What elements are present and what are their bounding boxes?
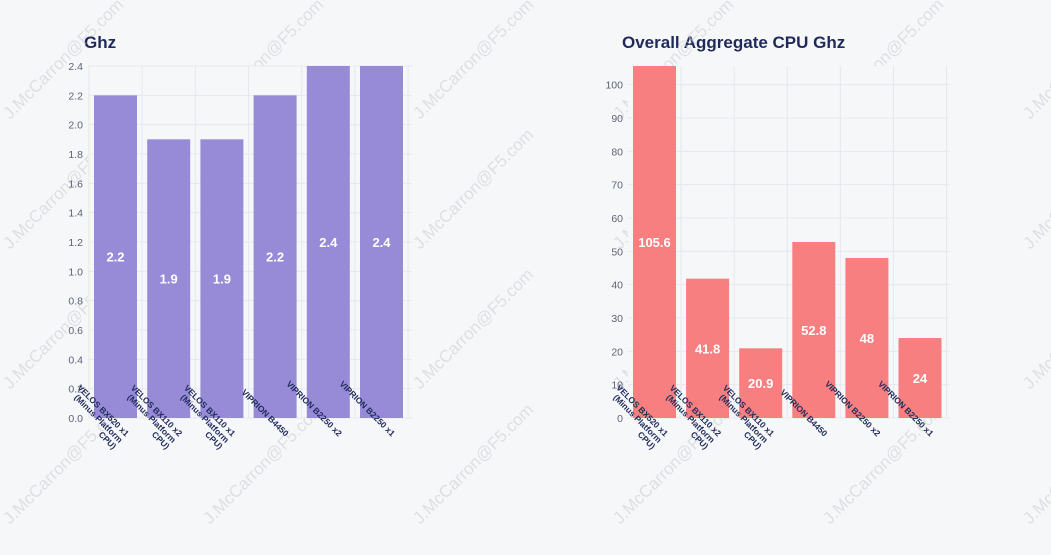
y-tick-label: 50	[611, 246, 623, 258]
y-tick-label: 1.0	[68, 266, 83, 278]
watermark-text: J.McCarron@F5.com	[609, 400, 737, 528]
bar	[253, 95, 297, 418]
bar-value-label: 48	[860, 331, 874, 346]
bar-value-label: 1.9	[213, 272, 231, 287]
y-tick-label: 40	[611, 280, 623, 292]
y-tick-label: 90	[611, 113, 623, 125]
y-tick-label: 0.2	[68, 384, 83, 396]
y-tick-label: 70	[611, 180, 623, 192]
bar	[633, 66, 676, 418]
y-tick-label: 2.0	[68, 120, 83, 132]
y-tick-label: 0.6	[68, 325, 83, 337]
bar-value-label: 2.2	[266, 250, 284, 265]
bar-value-label: 2.2	[106, 250, 124, 265]
y-tick-label: 100	[605, 80, 623, 92]
chart-title-aggregate: Overall Aggregate CPU Ghz	[622, 33, 846, 52]
y-tick-label: 0	[617, 413, 623, 425]
y-tick-label: 1.6	[68, 178, 83, 190]
watermark-text: J.McCarron@F5.com	[1019, 265, 1051, 393]
bar	[306, 66, 350, 418]
bar-value-label: 2.4	[319, 235, 338, 250]
y-tick-label: 2.4	[68, 61, 83, 73]
chart-title-ghz: Ghz	[84, 33, 117, 52]
watermark-text: J.McCarron@F5.com	[1019, 400, 1051, 528]
plot-area	[628, 66, 950, 418]
bar-value-label: 52.8	[801, 323, 826, 338]
bar	[147, 139, 191, 419]
bar-value-label: 24	[913, 371, 928, 386]
bar-value-label: 20.9	[748, 376, 773, 391]
y-tick-label: 30	[611, 313, 623, 325]
y-tick-label: 1.2	[68, 237, 83, 249]
y-tick-label: 20	[611, 346, 623, 358]
bar	[898, 338, 942, 418]
watermark-text: J.McCarron@F5.com	[409, 125, 537, 253]
y-tick-label: 10	[611, 380, 623, 392]
bar-value-label: 1.9	[160, 272, 178, 287]
y-tick-label: 0.0	[68, 413, 83, 425]
chart-aggregate-ghz: 0 10 20 30 40 50 60 70 80 90 100 105.6 41.8 20.9 52.8 4…	[605, 66, 950, 451]
bar	[94, 95, 137, 418]
y-tick-label: 60	[611, 213, 623, 225]
chart-ghz: 0.0 0.2 0.4 0.6 0.8 1.0 1.2 1.4 1.6 1.8 2.0 2.2 2.4 2…	[68, 61, 412, 451]
bar	[845, 258, 889, 418]
y-tick-label: 80	[611, 146, 623, 158]
watermark-text: J.McCarron@F5.com	[819, 400, 947, 528]
watermark-text: J.McCarron@F5.com	[409, 265, 537, 393]
y-tick-label: 1.8	[68, 149, 83, 161]
watermark-text: J.McCarron@F5.com	[1019, 0, 1051, 123]
y-tick-label: 0.8	[68, 296, 83, 308]
bar-value-label: 41.8	[695, 341, 720, 356]
y-tick-label: 1.4	[68, 208, 83, 220]
bar-value-label: 2.4	[372, 235, 391, 250]
y-tick-label: 2.2	[68, 90, 83, 102]
watermark-text: J.McCarron@F5.com	[409, 0, 537, 123]
watermark-text: J.McCarron@F5.com	[1019, 125, 1051, 253]
watermark-text: J.McCarron@F5.com	[409, 400, 537, 528]
bar-value-label: 105.6	[638, 235, 671, 250]
bar	[792, 242, 836, 418]
y-tick-label: 0.4	[68, 354, 83, 366]
bar	[200, 139, 244, 419]
bar	[686, 278, 730, 418]
bar	[739, 348, 783, 418]
bar	[360, 66, 403, 418]
